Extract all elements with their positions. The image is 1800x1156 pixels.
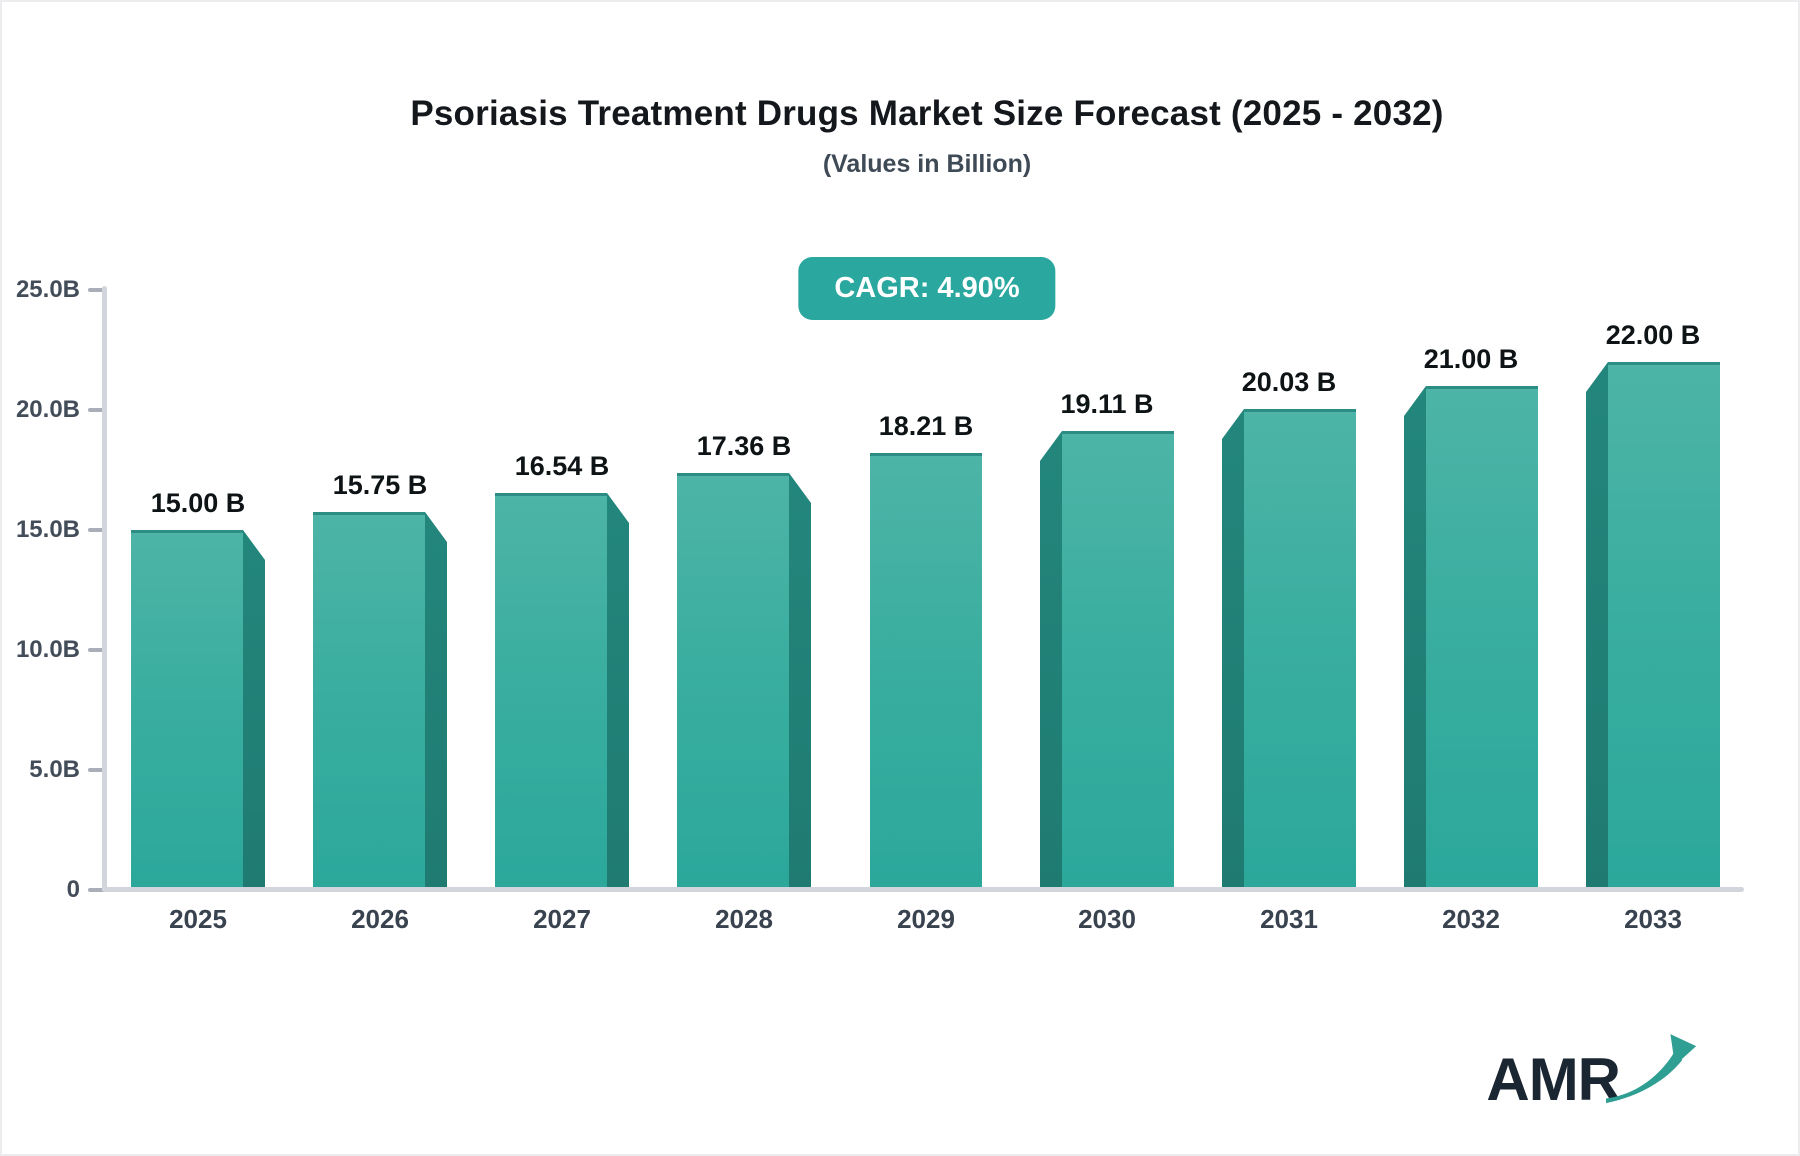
cagr-badge: CAGR: 4.90% bbox=[798, 257, 1056, 320]
bar-2033 bbox=[1586, 362, 1720, 890]
y-tick-dash bbox=[88, 888, 105, 892]
bar-face bbox=[1244, 409, 1356, 890]
bar-face bbox=[1426, 386, 1538, 890]
x-tick-label: 2029 bbox=[897, 904, 955, 934]
bar-face bbox=[677, 473, 789, 890]
bar-side-shadow bbox=[243, 530, 265, 890]
amr-logo-text: AMR bbox=[1486, 1046, 1621, 1113]
y-tick-label: 20.0B bbox=[15, 396, 80, 423]
bar-2030 bbox=[1040, 431, 1174, 890]
y-tick-label: 0 bbox=[66, 876, 80, 903]
x-tick-label: 2031 bbox=[1260, 904, 1318, 934]
y-tick-dash bbox=[88, 408, 105, 412]
bar-2027 bbox=[495, 493, 629, 890]
x-tick-label: 2032 bbox=[1442, 904, 1500, 934]
bar-value-label: 22.00 B bbox=[1605, 320, 1701, 350]
growth-arrow-icon bbox=[1606, 1034, 1697, 1104]
bar-face bbox=[870, 453, 982, 890]
bar-side-shadow bbox=[789, 473, 811, 890]
bar-value-label: 19.11 B bbox=[1060, 389, 1154, 419]
bar-2031 bbox=[1222, 409, 1356, 890]
x-axis-line bbox=[102, 887, 1744, 892]
y-axis-line bbox=[102, 286, 107, 892]
bar-face bbox=[1062, 431, 1174, 890]
bar-value-label: 20.03 B bbox=[1241, 367, 1337, 397]
x-tick-label: 2026 bbox=[351, 904, 409, 934]
bar-2025 bbox=[131, 530, 265, 890]
bar-value-label: 21.00 B bbox=[1423, 344, 1519, 374]
y-tick-dash bbox=[88, 768, 105, 772]
bar-side-shadow bbox=[607, 493, 629, 890]
y-tick-dash bbox=[88, 288, 105, 292]
bar-side-shadow bbox=[1222, 409, 1244, 890]
x-tick-label: 2025 bbox=[169, 904, 227, 934]
y-tick-label: 15.0B bbox=[15, 516, 80, 543]
bar-value-label: 15.00 B bbox=[150, 488, 246, 518]
y-tick-label: 5.0B bbox=[29, 756, 80, 783]
bar-value-label: 18.21 B bbox=[878, 411, 974, 441]
bar-2026 bbox=[313, 512, 447, 890]
amr-logo: AMR bbox=[1486, 1032, 1698, 1110]
x-tick-label: 2027 bbox=[533, 904, 591, 934]
x-tick-label: 2033 bbox=[1624, 904, 1682, 934]
bar-side-shadow bbox=[425, 512, 447, 890]
bar-side-shadow bbox=[1586, 362, 1608, 890]
bar-value-label: 17.36 B bbox=[696, 431, 792, 461]
bar-face bbox=[1608, 362, 1720, 890]
bar-value-label: 15.75 B bbox=[332, 470, 428, 500]
y-tick-dash bbox=[88, 528, 105, 532]
x-tick-label: 2030 bbox=[1078, 904, 1136, 934]
x-tick-label: 2028 bbox=[715, 904, 773, 934]
bar-face bbox=[495, 493, 607, 890]
bar-face bbox=[131, 530, 243, 890]
bar-2028 bbox=[677, 473, 811, 890]
bar-face bbox=[313, 512, 425, 890]
bar-side-shadow bbox=[1040, 431, 1062, 890]
y-tick-label: 10.0B bbox=[15, 636, 80, 663]
bar-2029 bbox=[870, 453, 982, 890]
y-tick-label: 25.0B bbox=[15, 276, 80, 303]
bar-2032 bbox=[1404, 386, 1538, 890]
chart-subtitle: (Values in Billion) bbox=[822, 150, 1032, 178]
bar-value-label: 16.54 B bbox=[514, 451, 610, 481]
chart-title: Psoriasis Treatment Drugs Market Size Fo… bbox=[410, 94, 1444, 133]
bar-side-shadow bbox=[1404, 386, 1426, 890]
y-tick-dash bbox=[88, 648, 105, 652]
